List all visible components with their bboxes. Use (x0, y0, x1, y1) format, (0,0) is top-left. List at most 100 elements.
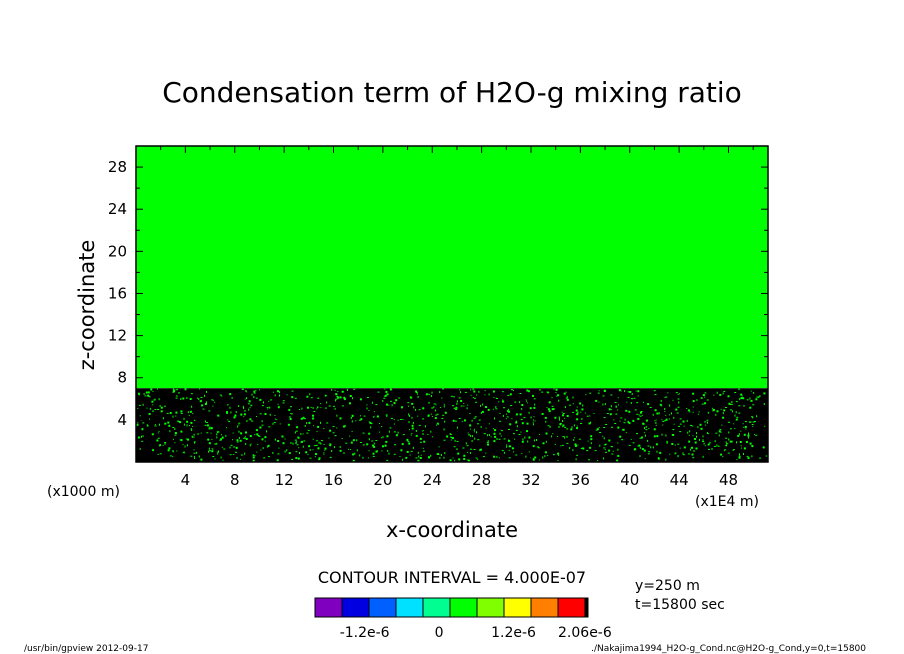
speckle (521, 440, 524, 443)
speckle (557, 394, 560, 397)
speckle (473, 390, 476, 393)
speckle (647, 439, 649, 442)
speckle (422, 418, 425, 420)
speckle (647, 403, 650, 406)
speckle (288, 408, 291, 411)
speckle (523, 417, 526, 419)
speckle (307, 454, 309, 456)
speckle (439, 407, 441, 408)
speckle (527, 402, 529, 404)
speckle (532, 421, 534, 423)
speckle (333, 405, 335, 407)
speckle (585, 394, 587, 396)
speckle (218, 430, 220, 433)
speckle (696, 432, 697, 435)
speckle (539, 459, 541, 461)
speckle (610, 409, 612, 411)
speckle (341, 438, 343, 439)
speckle (509, 393, 512, 396)
speckle (466, 445, 469, 447)
speckle (350, 417, 352, 419)
speckle (297, 436, 299, 438)
speckle (558, 454, 560, 456)
speckle (386, 393, 389, 396)
speckle (544, 416, 547, 419)
speckle (573, 424, 575, 427)
speckle (722, 412, 724, 415)
speckle (749, 406, 752, 409)
speckle (257, 435, 260, 436)
speckle (555, 392, 557, 394)
speckle (230, 411, 232, 414)
speckle (485, 427, 487, 429)
speckle (502, 399, 504, 401)
speckle (683, 425, 685, 427)
speckle (334, 435, 337, 437)
speckle (154, 425, 156, 427)
speckle (339, 446, 341, 448)
speckle (259, 413, 262, 415)
speckle (639, 446, 641, 449)
speckle (619, 435, 622, 438)
speckle (580, 411, 582, 413)
speckle (183, 417, 185, 420)
speckle (278, 447, 280, 449)
speckle (388, 430, 390, 433)
speckle (627, 396, 630, 398)
y-tick-label: 12 (108, 327, 127, 345)
speckle (324, 447, 327, 450)
speckle (502, 400, 505, 403)
speckle (643, 423, 645, 425)
speckle (350, 441, 353, 444)
speckle (698, 411, 700, 413)
speckle (443, 456, 445, 459)
speckle (168, 447, 171, 450)
speckle (515, 454, 518, 456)
speckle (511, 447, 514, 450)
speckle (282, 402, 285, 404)
speckle (597, 392, 600, 394)
plot-frame (135, 145, 769, 463)
speckle (216, 442, 218, 445)
speckle (211, 427, 212, 429)
speckle (427, 434, 429, 435)
speckle (317, 406, 319, 409)
speckle (298, 409, 300, 410)
speckle (326, 422, 329, 424)
speckle (752, 404, 755, 406)
speckle (707, 443, 710, 445)
speckle (382, 445, 384, 448)
speckle (368, 438, 370, 441)
speckle (220, 438, 222, 441)
speckle (182, 451, 185, 453)
speckle (618, 389, 621, 392)
speckle (704, 392, 707, 394)
speckle (590, 421, 591, 424)
speckle (725, 407, 727, 408)
speckle (460, 391, 462, 394)
speckle (443, 403, 445, 405)
speckle (211, 438, 213, 440)
speckle (617, 454, 620, 457)
speckle (331, 450, 333, 452)
speckle (493, 440, 496, 443)
speckle (292, 442, 294, 445)
speckle (487, 408, 490, 411)
speckle (200, 399, 202, 402)
speckle (558, 416, 560, 419)
speckle (516, 425, 518, 428)
speckle (472, 388, 475, 390)
speckle (152, 450, 154, 452)
speckle (256, 416, 257, 417)
speckle (186, 420, 189, 423)
speckle (508, 410, 510, 413)
speckle (586, 450, 589, 452)
speckle (431, 391, 433, 394)
chart-title: Condensation term of H2O-g mixing ratio (162, 76, 742, 109)
speckle (526, 389, 529, 392)
speckle (494, 429, 496, 432)
speckle (192, 436, 195, 438)
speckle (180, 398, 182, 400)
speckle (343, 398, 346, 401)
speckle (411, 427, 414, 430)
